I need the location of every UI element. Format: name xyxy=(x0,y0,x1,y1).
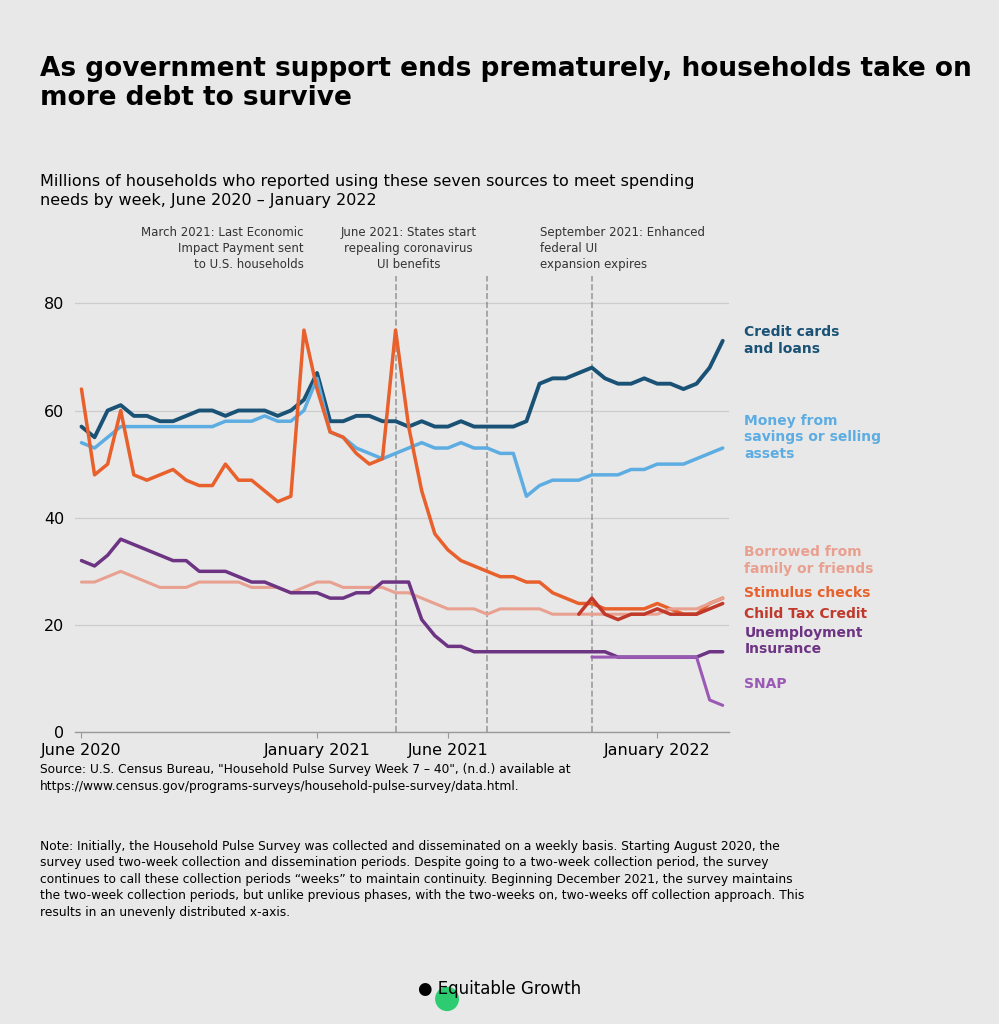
Text: June 2021: States start
repealing coronavirus
UI benefits: June 2021: States start repealing corona… xyxy=(341,226,477,271)
Text: March 2021: Last Economic
Impact Payment sent
to U.S. households: March 2021: Last Economic Impact Payment… xyxy=(142,226,304,271)
Text: Stimulus checks: Stimulus checks xyxy=(744,586,871,600)
Circle shape xyxy=(436,987,459,1011)
Text: Credit cards
and loans: Credit cards and loans xyxy=(744,326,839,356)
Text: Note: Initially, the Household Pulse Survey was collected and disseminated on a : Note: Initially, the Household Pulse Sur… xyxy=(40,840,804,919)
Text: Borrowed from
family or friends: Borrowed from family or friends xyxy=(744,545,874,575)
Text: SNAP: SNAP xyxy=(744,677,787,691)
Text: Child Tax Credit: Child Tax Credit xyxy=(744,607,867,622)
Text: Millions of households who reported using these seven sources to meet spending
n: Millions of households who reported usin… xyxy=(40,174,694,208)
Text: September 2021: Enhanced
federal UI
expansion expires: September 2021: Enhanced federal UI expa… xyxy=(539,226,704,271)
Text: Unemployment
Insurance: Unemployment Insurance xyxy=(744,626,863,656)
Text: Money from
savings or selling
assets: Money from savings or selling assets xyxy=(744,414,881,461)
Text: Source: U.S. Census Bureau, "Household Pulse Survey Week 7 – 40", (n.d.) availab: Source: U.S. Census Bureau, "Household P… xyxy=(40,763,570,793)
Text: As government support ends prematurely, households take on
more debt to survive: As government support ends prematurely, … xyxy=(40,56,972,112)
Text: ● Equitable Growth: ● Equitable Growth xyxy=(418,980,581,998)
